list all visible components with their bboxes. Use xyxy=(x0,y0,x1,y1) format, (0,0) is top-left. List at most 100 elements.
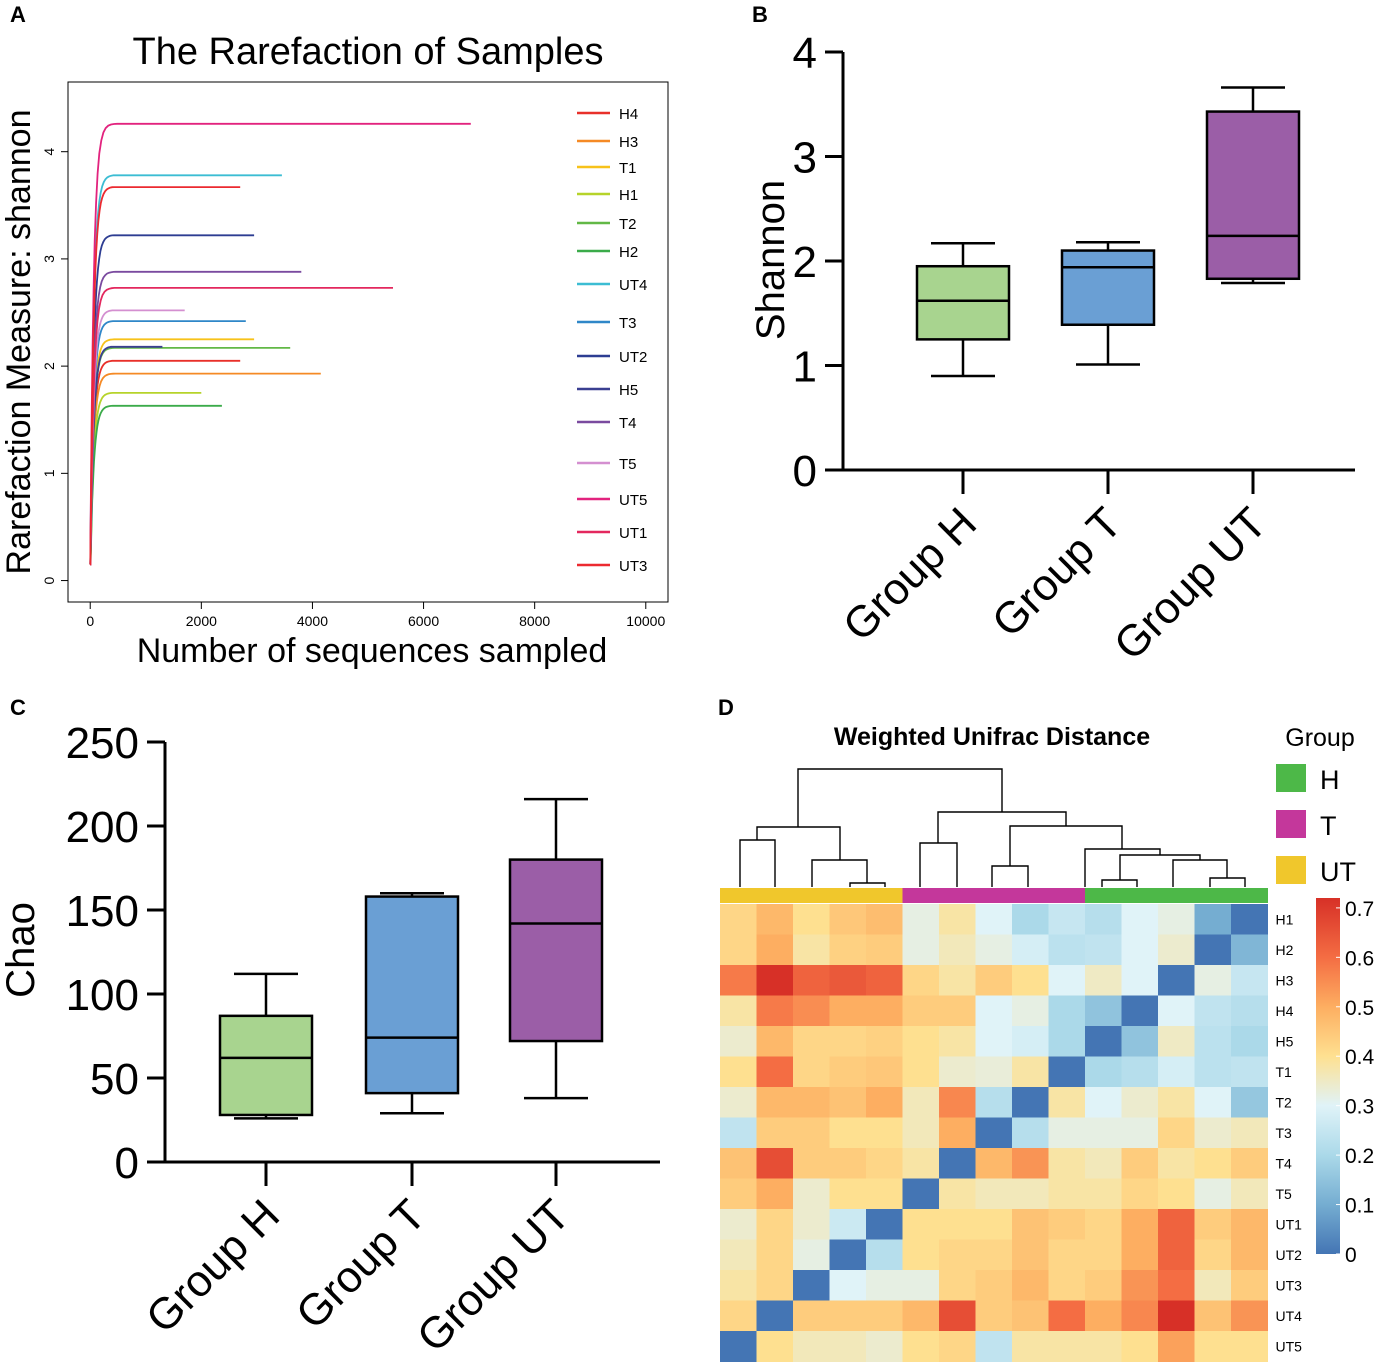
series-line-ut3 xyxy=(89,186,241,566)
heatmap-cell xyxy=(1121,1300,1159,1332)
legend-label-t4: T4 xyxy=(619,415,637,432)
heatmap-cell xyxy=(756,995,794,1027)
heatmap-cell xyxy=(829,1331,867,1362)
row-label-t4: T4 xyxy=(1276,1155,1293,1171)
heatmap-cell xyxy=(1121,1026,1159,1057)
group-bar-segment xyxy=(829,888,867,903)
y-tick-label: 2 xyxy=(41,362,57,370)
heatmap-cell xyxy=(1121,934,1159,966)
series-line-ut4 xyxy=(89,174,282,566)
legend-label-ut3: UT3 xyxy=(619,558,647,575)
heatmap-cell xyxy=(1158,1087,1195,1118)
box-group-ut xyxy=(1205,110,1301,281)
heatmap-cell xyxy=(902,1209,940,1240)
legend-label-h1: H1 xyxy=(619,187,638,204)
heatmap-cell xyxy=(1194,904,1232,935)
heatmap-cell xyxy=(939,1148,976,1179)
heatmap-cell xyxy=(1231,1087,1268,1118)
heatmap-cell xyxy=(756,1270,794,1301)
heatmap-cell xyxy=(829,1026,867,1057)
color-scale-label: 0.7 xyxy=(1345,898,1374,921)
heatmap-cell xyxy=(1048,1239,1086,1271)
heatmap-cell xyxy=(1121,1087,1159,1118)
panel-label-a: A xyxy=(10,2,26,27)
heatmap-cell xyxy=(1231,1300,1268,1332)
group-bar-segment xyxy=(1048,888,1086,903)
heatmap-cell xyxy=(1158,1178,1195,1210)
heatmap-cell xyxy=(756,1239,794,1271)
legend-label-t2: T2 xyxy=(619,216,637,233)
heatmap-cell xyxy=(866,934,903,966)
x-tick-label: 2000 xyxy=(186,613,217,629)
column-dendrogram xyxy=(739,768,1246,887)
heatmap-cell xyxy=(1012,1148,1049,1179)
heatmap-cell xyxy=(756,1300,794,1332)
heatmap-cell xyxy=(1012,1300,1049,1332)
heatmap-cell xyxy=(1085,1331,1122,1362)
heatmap-cell xyxy=(1231,1117,1268,1149)
y-tick-label: 4 xyxy=(793,29,817,78)
group-bar-segment xyxy=(756,888,794,903)
heatmap-cell xyxy=(1194,995,1232,1027)
y-tick-label: 0 xyxy=(115,1139,139,1188)
heatmap-cell xyxy=(975,1026,1013,1057)
y-tick-label: 3 xyxy=(41,255,57,263)
heatmap-cell xyxy=(1085,1117,1122,1149)
y-tick-label: 1 xyxy=(41,469,57,477)
heatmap-cell xyxy=(902,1087,940,1118)
box-group-ut xyxy=(508,858,604,1043)
heatmap-cell xyxy=(829,934,867,966)
heatmap-cell xyxy=(1194,1178,1232,1210)
heatmap-cell xyxy=(866,1331,903,1362)
heatmap-cell xyxy=(866,1056,903,1088)
shannon-y-label: Shannon xyxy=(749,180,793,340)
heatmap-cell xyxy=(1048,1331,1086,1362)
heatmap-cell xyxy=(1194,965,1232,996)
x-tick-label: 0 xyxy=(86,613,94,629)
heatmap-cell xyxy=(1012,1209,1049,1240)
heatmap-cell xyxy=(1048,1148,1086,1179)
row-label-ut4: UT4 xyxy=(1276,1308,1303,1324)
heatmap-cell xyxy=(975,995,1013,1027)
heatmap-cell xyxy=(1158,965,1195,996)
heatmap-cell xyxy=(1012,995,1049,1027)
rarefaction-x-label: Number of sequences sampled xyxy=(137,632,608,670)
heatmap-cell xyxy=(939,995,976,1027)
heatmap-cell xyxy=(1121,1117,1159,1149)
row-label-h1: H1 xyxy=(1276,911,1294,927)
rarefaction-y-label: Rarefaction Measure: shannon xyxy=(0,110,38,575)
heatmap-cell xyxy=(756,1209,794,1240)
heatmap-cell xyxy=(793,904,830,935)
heatmap-cell xyxy=(902,1331,940,1362)
heatmap-cell xyxy=(793,1056,830,1088)
heatmap-cell xyxy=(720,1270,757,1301)
group-bar-segment xyxy=(1121,888,1159,903)
category-label-group-t: Group T xyxy=(287,1190,435,1338)
heatmap-cell xyxy=(902,934,940,966)
heatmap-cell xyxy=(1158,1300,1195,1332)
group-bar-segment xyxy=(1012,888,1049,903)
group-bar-segment xyxy=(939,888,976,903)
series-line-h3 xyxy=(89,372,321,566)
heatmap-cell xyxy=(1085,965,1122,996)
heatmap-cell xyxy=(1085,1026,1122,1057)
heatmap-title: Weighted Unifrac Distance xyxy=(834,723,1150,751)
heatmap-cell xyxy=(902,1270,940,1301)
color-scale-bar xyxy=(1316,898,1340,1254)
heatmap-cell xyxy=(939,1300,976,1332)
heatmap-cell xyxy=(1194,934,1232,966)
heatmap-cell xyxy=(902,1026,940,1057)
series-line-t3 xyxy=(89,320,246,566)
heatmap-cell xyxy=(1194,1209,1232,1240)
heatmap-cell xyxy=(829,1117,867,1149)
series-line-ut1 xyxy=(89,286,393,566)
group-bar-segment xyxy=(1231,888,1268,903)
heatmap-cell xyxy=(1231,1209,1268,1240)
series-line-h1 xyxy=(89,391,202,566)
heatmap-cell xyxy=(1158,1331,1195,1362)
heatmap-cell xyxy=(1048,1270,1086,1301)
heatmap-cell xyxy=(756,1117,794,1149)
heatmap-cell xyxy=(1048,965,1086,996)
